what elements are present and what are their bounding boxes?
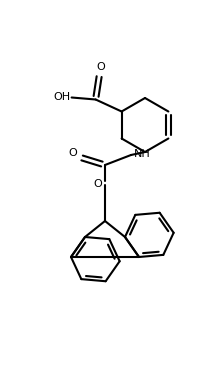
Text: O: O [69, 148, 77, 158]
Text: NH: NH [134, 149, 150, 159]
Text: O: O [96, 61, 105, 71]
Text: OH: OH [53, 91, 70, 101]
Text: O: O [94, 179, 102, 189]
